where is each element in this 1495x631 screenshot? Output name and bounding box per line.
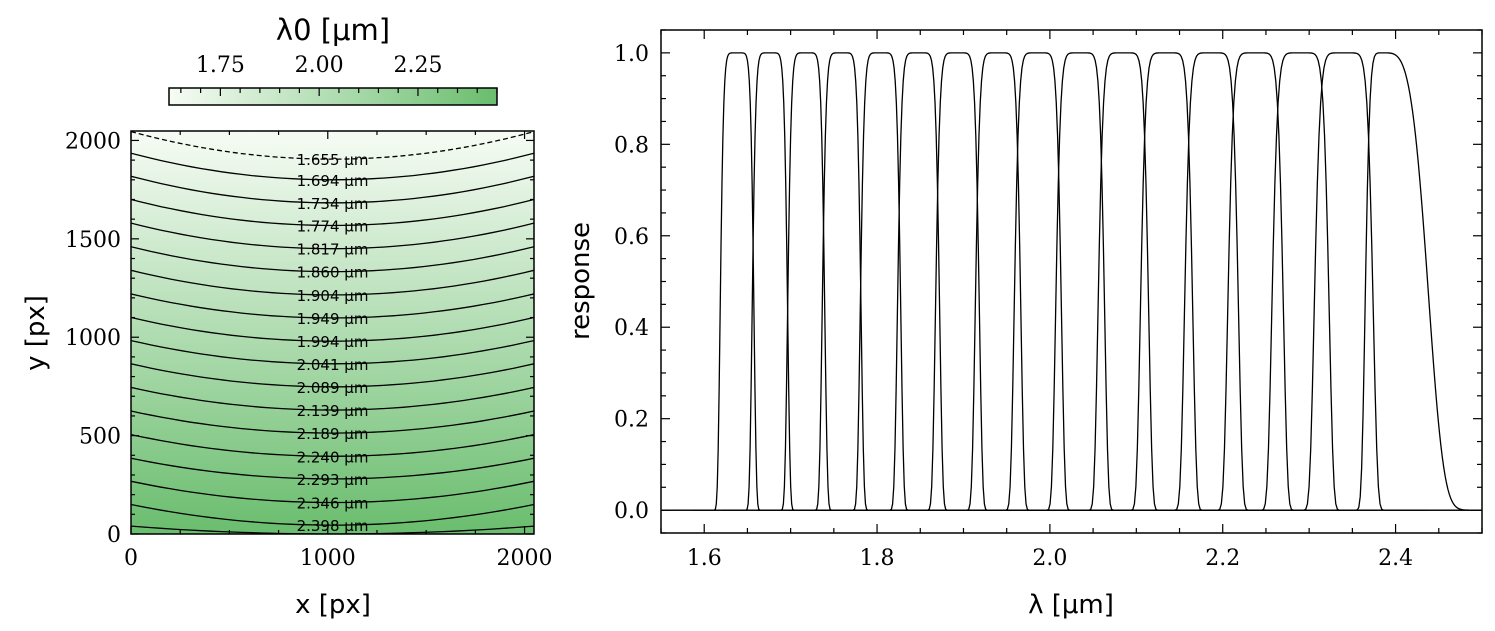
map-y-tick-label: 1500 [65, 228, 121, 253]
colorbar-ticks: 1.75 2.00 2.25 [180, 53, 498, 96]
contour-label: 1.734 μm [297, 195, 369, 213]
contour-label: 2.041 μm [297, 356, 369, 374]
response-curve-17 [1240, 52, 1482, 511]
contour-line [131, 316, 534, 342]
contour-label: 1.994 μm [297, 333, 369, 351]
plot-y-tick-label: 0.8 [614, 133, 649, 158]
contour-lines [131, 131, 534, 534]
map-x-tick-label: 1000 [300, 546, 356, 571]
contour-line [131, 457, 534, 480]
contour-line [131, 175, 534, 204]
contour-labels: 1.655 μm 1.694 μm 1.734 μm 1.774 μm 1.817 μm… [297, 151, 369, 535]
contour-label: 2.089 μm [297, 379, 369, 397]
response-plot: 1.6 1.8 2.0 2.2 2.4 0.0 0.2 0.4 0.6 0.8 1.0 λ [μm]… [566, 29, 1483, 620]
contour-label: 2.139 μm [297, 402, 369, 420]
plot-x-tick-label: 2.2 [1205, 546, 1240, 571]
map-x-tick-label: 2000 [497, 546, 553, 571]
map-y-tick-label: 2000 [65, 129, 121, 154]
contour-label: 1.904 μm [297, 287, 369, 305]
plot-xlabel: λ [μm] [1028, 590, 1114, 620]
map-x-tick-label: 0 [124, 546, 138, 571]
wavelength-map: 1.655 μm 1.694 μm 1.734 μm 1.774 μm 1.817 μm… [21, 129, 553, 620]
plot-y-tick-label: 1.0 [614, 42, 649, 67]
response-curve-12 [1005, 52, 1328, 511]
map-frame [130, 130, 535, 535]
colorbar-label: λ0 [μm] [276, 13, 390, 47]
contour-label: 2.293 μm [297, 471, 369, 489]
plot-x-tick-label: 2.4 [1378, 546, 1413, 571]
response-curves [661, 52, 1482, 511]
contour-line [131, 293, 534, 319]
plot-axis-ticks: 1.6 1.8 2.0 2.2 2.4 0.0 0.2 0.4 0.6 0.8 1.0 [614, 29, 1483, 571]
contour-line [131, 410, 534, 434]
map-y-tick-label: 0 [107, 523, 121, 548]
contour-line [131, 246, 534, 273]
contour-line [131, 503, 534, 526]
contour-label: 2.189 μm [297, 425, 369, 443]
plot-x-tick-label: 1.8 [860, 546, 895, 571]
contour-line [131, 433, 534, 457]
contour-label: 1.817 μm [297, 241, 369, 259]
contour-label: 1.860 μm [297, 264, 369, 282]
contour-line [131, 339, 534, 365]
map-y-tick-label: 1000 [65, 326, 121, 351]
colorbar-tick-label: 2.00 [295, 53, 344, 78]
response-curve-15 [1124, 52, 1477, 511]
contour-line [131, 525, 534, 534]
colorbar-bar [168, 87, 498, 106]
plot-x-tick-label: 2.0 [1032, 546, 1067, 571]
response-curve-5 [756, 52, 1005, 511]
plot-y-tick-label: 0.6 [614, 225, 649, 250]
response-curve-3 [692, 52, 921, 511]
plot-x-tick-label: 1.6 [687, 546, 722, 571]
plot-y-tick-label: 0.4 [614, 316, 649, 341]
response-curve-6 [788, 52, 1049, 511]
colorbar-tick-label: 2.25 [393, 53, 442, 78]
contour-line [131, 269, 534, 296]
contour-label: 2.346 μm [297, 495, 369, 513]
contour-line [131, 198, 534, 227]
plot-ylabel: response [566, 222, 596, 340]
response-curve-2 [661, 52, 879, 511]
contour-label: 1.949 μm [297, 310, 369, 328]
response-curve-14 [1084, 52, 1427, 511]
contour-label: 1.694 μm [297, 172, 369, 190]
contour-label: 2.240 μm [297, 448, 369, 466]
contour-label: 1.774 μm [297, 217, 369, 235]
contour-line [131, 480, 534, 504]
map-axis-ticks: 0 1000 2000 0 500 1000 1500 2000 [65, 129, 553, 571]
response-curve-4 [722, 52, 961, 511]
contour-label: 2.398 μm [297, 517, 369, 535]
plot-y-tick-label: 0.2 [614, 408, 649, 433]
map-xlabel: x [px] [295, 590, 371, 620]
contour-line [131, 152, 534, 181]
contour-line [131, 386, 534, 411]
map-background [131, 131, 534, 534]
contour-line [131, 363, 534, 388]
plot-y-tick-label: 0.0 [614, 499, 649, 524]
contour-line [131, 222, 534, 250]
contour-line [131, 131, 534, 160]
colorbar: λ0 [μm] 1.75 2.00 2.25 [168, 13, 498, 106]
map-y-tick-label: 500 [79, 425, 121, 450]
contour-label: 1.655 μm [297, 151, 369, 169]
colorbar-tick-label: 1.75 [196, 53, 245, 78]
map-ylabel: y [px] [21, 295, 51, 371]
